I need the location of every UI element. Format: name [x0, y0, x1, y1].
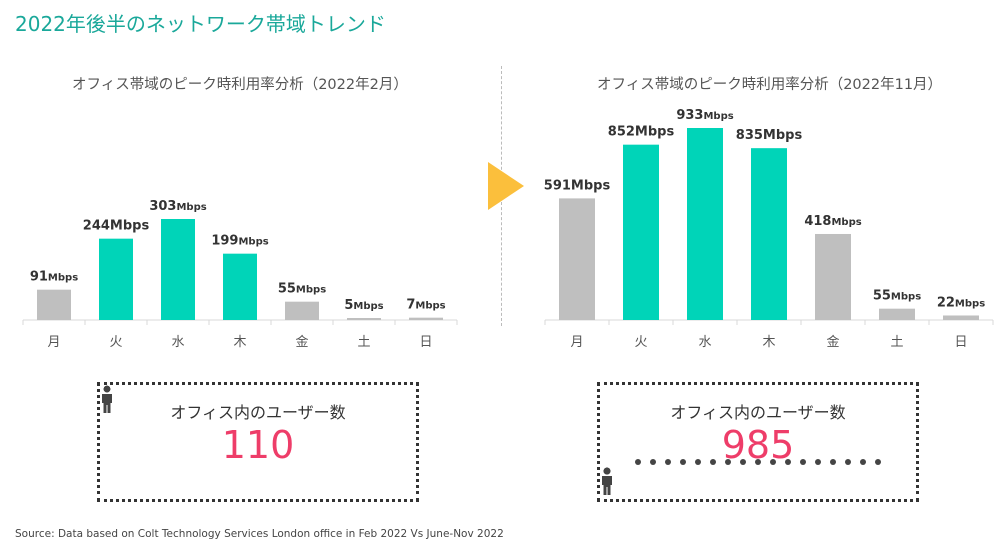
person-head-back — [800, 459, 806, 465]
arrow-icon — [488, 162, 524, 210]
person-head-back — [770, 459, 776, 465]
users-label: オフィス内のユーザー数 — [170, 403, 346, 422]
data-label: 91Mbps — [30, 270, 78, 285]
bar-金 — [815, 233, 851, 320]
chart-title-feb: オフィス帯域のピーク時利用率分析（2022年2月） — [72, 77, 408, 93]
bar-火 — [623, 144, 659, 320]
bar-日 — [943, 315, 979, 320]
person-head-back — [740, 459, 746, 465]
chart-title-nov: オフィス帯域のピーク時利用率分析（2022年11月） — [597, 77, 943, 93]
bar-木 — [223, 253, 257, 320]
person-head-back — [710, 459, 716, 465]
category-label: 水 — [698, 335, 711, 350]
person-head-back — [785, 459, 791, 465]
person-head-back — [845, 459, 851, 465]
data-label: 852Mbps — [608, 125, 675, 140]
category-label: 土 — [890, 335, 903, 350]
category-label: 日 — [954, 335, 967, 350]
category-label: 日 — [419, 335, 432, 350]
category-label: 木 — [233, 335, 246, 350]
bar-土 — [347, 318, 381, 320]
bar-月 — [37, 289, 71, 320]
charts-svg: 91Mbps 月 244Mbps 火 303Mbps 水 199Mbps 木 55Mbps 金 5M… — [22, 108, 994, 350]
person-head-back — [815, 459, 821, 465]
bar-日 — [409, 317, 443, 320]
category-label: 火 — [109, 335, 122, 350]
data-label: 835Mbps — [736, 128, 803, 143]
category-label: 月 — [47, 335, 60, 350]
person-head-back — [665, 459, 671, 465]
data-label: 303Mbps — [149, 199, 206, 214]
category-label: 土 — [357, 335, 370, 350]
person-head-back — [680, 459, 686, 465]
data-label: 22Mbps — [937, 295, 985, 310]
users-box-feb: オフィス内のユーザー数 110 — [97, 382, 419, 502]
category-label: 木 — [762, 335, 775, 350]
category-label: 火 — [634, 335, 647, 350]
person-head-back — [695, 459, 701, 465]
data-label: 244Mbps — [83, 219, 150, 234]
data-label: 55Mbps — [873, 289, 921, 304]
category-label: 金 — [826, 334, 839, 350]
data-label: 418Mbps — [804, 214, 861, 229]
users-count: 110 — [221, 423, 295, 467]
person-head-back — [650, 459, 656, 465]
bar-土 — [879, 308, 915, 320]
category-label: 月 — [570, 335, 583, 350]
bar-金 — [285, 301, 319, 320]
data-label: 7Mbps — [406, 298, 445, 313]
bar-水 — [161, 219, 195, 320]
person-head-back — [830, 459, 836, 465]
bar-月 — [559, 198, 595, 320]
category-label: 水 — [171, 335, 184, 350]
slide-title: 2022年後半のネットワーク帯域トレンド — [15, 12, 386, 36]
data-label: 933Mbps — [676, 108, 733, 123]
source-note: Source: Data based on Colt Technology Se… — [15, 528, 504, 540]
data-label: 199Mbps — [211, 234, 268, 249]
data-label: 591Mbps — [544, 178, 611, 193]
person-head-back — [755, 459, 761, 465]
data-label: 5Mbps — [344, 298, 383, 313]
users-count: 985 — [721, 423, 795, 467]
person-head-back — [860, 459, 866, 465]
bar-水 — [687, 128, 723, 320]
users-box-nov: オフィス内のユーザー数 985 — [597, 382, 919, 502]
person-head-back — [635, 459, 641, 465]
person-head-back — [725, 459, 731, 465]
data-label: 55Mbps — [278, 282, 326, 297]
bar-木 — [751, 148, 787, 320]
person-head-back — [875, 459, 881, 465]
users-label: オフィス内のユーザー数 — [670, 403, 846, 422]
bar-火 — [99, 238, 133, 320]
category-label: 金 — [295, 334, 308, 350]
